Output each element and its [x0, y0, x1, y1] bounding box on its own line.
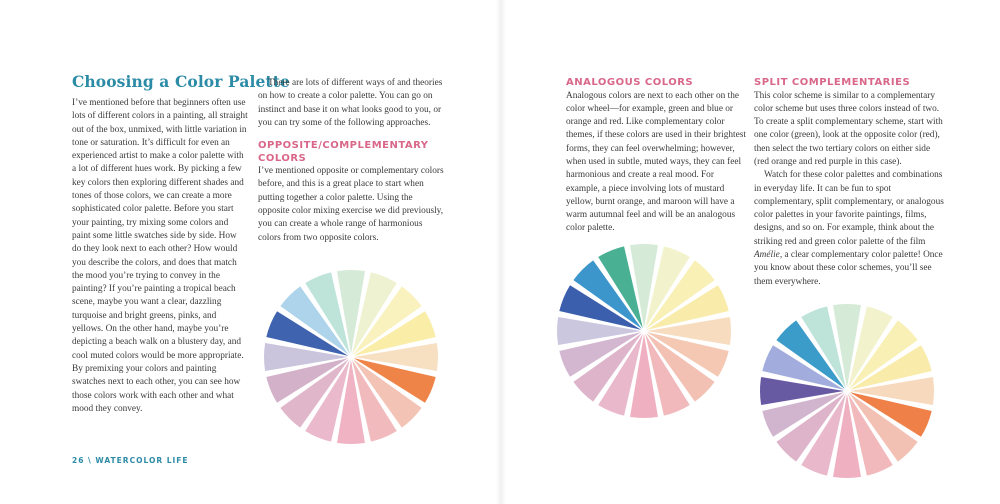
analogous-paragraph: Analogous colors are next to each other …: [566, 90, 746, 234]
color-wedge: [598, 246, 643, 329]
color-wedge: [646, 332, 729, 377]
color-wedge: [645, 246, 690, 329]
color-wedge: [598, 333, 643, 416]
color-wedge: [760, 377, 844, 405]
intro-column: I’ve mentioned before that beginners oft…: [72, 97, 248, 416]
color-wedge: [630, 334, 658, 418]
split-column: SPLIT COMPLEMENTARIES This color scheme …: [754, 77, 944, 289]
color-wedge: [559, 285, 642, 330]
film-title: Amélie: [754, 250, 780, 261]
watch-paragraph: Watch for these color palettes and combi…: [754, 169, 944, 289]
page-gutter: [496, 0, 506, 504]
color-wedge: [776, 393, 845, 462]
color-wedge: [573, 260, 642, 329]
color-wedge: [849, 392, 932, 437]
watch-text: Watch for these color palettes and combi…: [754, 170, 944, 247]
split-paragraph: This color scheme is similar to a comple…: [754, 90, 943, 167]
analogous-heading: ANALOGOUS COLORS: [566, 77, 694, 88]
page-title: Choosing a Color Palette: [72, 72, 290, 91]
page-footer: 26 \ WATERCOLOR LIFE: [72, 456, 189, 465]
color-wedge: [354, 343, 438, 371]
color-wedge: [559, 332, 642, 377]
watch-text-end: , a clear complementary color palette! O…: [754, 250, 943, 287]
color-wedge: [849, 393, 918, 462]
color-wedge: [850, 377, 934, 405]
color-wedge: [337, 270, 365, 354]
approaches-paragraph: There are lots of different ways of and …: [258, 78, 443, 128]
opposite-heading: OPPOSITE/COMPLEMENTARY COLORS: [258, 140, 429, 164]
complementary-color-wheel: [264, 270, 438, 444]
color-wedge: [646, 260, 715, 329]
analogous-color-wheel: [557, 244, 731, 418]
color-wedge: [266, 358, 349, 403]
color-wedge: [573, 333, 642, 402]
color-wedge: [776, 320, 845, 389]
color-wedge: [646, 285, 729, 330]
color-wedge: [848, 393, 893, 476]
color-wedge: [647, 317, 731, 345]
color-wedge: [833, 304, 861, 388]
intro-paragraph: I’ve mentioned before that beginners oft…: [72, 98, 248, 414]
color-wedge: [557, 317, 641, 345]
color-wedge: [801, 306, 846, 389]
color-wedge: [353, 359, 422, 428]
color-wedge: [645, 333, 690, 416]
color-wedge: [849, 345, 932, 390]
color-wedge: [801, 393, 846, 476]
color-wedge: [849, 320, 918, 389]
color-wedge: [630, 244, 658, 328]
color-wedge: [337, 360, 365, 444]
color-wedge: [848, 306, 893, 389]
approaches-column: There are lots of different ways of and …: [258, 77, 444, 245]
color-wedge: [266, 311, 349, 356]
color-wedge: [305, 359, 350, 442]
analogous-column: ANALOGOUS COLORS Analogous colors are ne…: [566, 77, 750, 236]
color-wedge: [762, 345, 845, 390]
color-wedge: [353, 311, 436, 356]
color-wedge: [352, 359, 397, 442]
split-complementary-color-wheel: [760, 304, 934, 478]
color-wedge: [353, 358, 436, 403]
color-wedge: [280, 286, 349, 355]
color-wedge: [646, 333, 715, 402]
color-wedge: [305, 272, 350, 355]
color-wedge: [352, 272, 397, 355]
color-wedge: [762, 392, 845, 437]
split-heading: SPLIT COMPLEMENTARIES: [754, 77, 911, 88]
color-wedge: [280, 359, 349, 428]
color-wedge: [833, 394, 861, 478]
color-wedge: [264, 343, 348, 371]
color-wedge: [353, 286, 422, 355]
opposite-paragraph: I’ve mentioned opposite or complementary…: [258, 166, 444, 243]
